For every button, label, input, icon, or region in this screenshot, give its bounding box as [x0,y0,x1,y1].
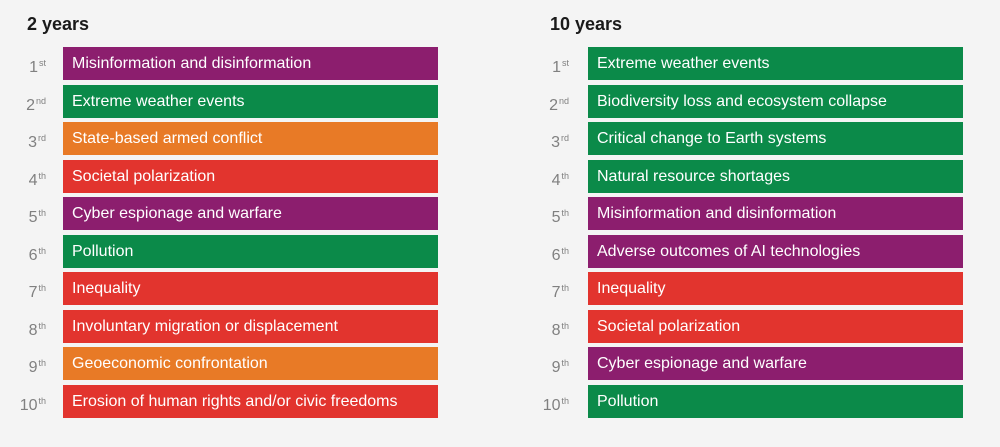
risk-bar: Geoeconomic confrontation [63,347,438,380]
rank-number: 9th [0,347,46,380]
risk-bar: Extreme weather events [588,47,963,80]
rank-ordinal-suffix: th [38,170,46,181]
risk-bar: Misinformation and disinformation [63,47,438,80]
risk-bar: Biodiversity loss and ecosystem collapse [588,84,963,118]
risk-bar: Erosion of human rights and/or civic fre… [63,384,438,418]
rank-number: 1st [0,47,46,80]
rank-ordinal-suffix: th [38,283,46,293]
rank-number-value: 3 [28,134,37,151]
rank-number-value: 8 [28,321,38,339]
rank-number-value: 2 [26,96,35,114]
rank-ordinal-suffix: rd [37,133,46,143]
rank-ordinal-suffix: th [561,245,569,256]
risk-bar: Pollution [63,234,438,268]
rank-number-value: 10 [542,396,561,414]
rank-number-value: 3 [551,134,560,151]
rank-ordinal-suffix: st [561,58,569,68]
rank-number-value: 7 [551,284,561,301]
risk-bar: Societal polarization [588,309,963,343]
rank-number: 3rd [523,122,569,155]
risk-bar: Natural resource shortages [588,159,963,193]
rank-number: 2nd [523,85,569,118]
risk-bar: Involuntary migration or displacement [63,309,438,343]
rank-ordinal-suffix: th [38,208,46,218]
rank-ordinal-suffix: th [38,358,46,368]
column-title: 10 years [550,14,623,34]
rank-ordinal-suffix: th [561,395,569,406]
risk-bar: Societal polarization [63,159,438,193]
rank-number-value: 2 [549,96,558,114]
rank-ordinal-suffix: rd [560,133,569,143]
rank-number: 10th [0,385,46,418]
rank-number: 2nd [0,85,46,118]
risk-bar: Cyber espionage and warfare [63,197,438,230]
rank-number: 8th [523,310,569,343]
risk-bar: Misinformation and disinformation [588,197,963,230]
rank-number: 4th [0,160,46,193]
risk-bar: Inequality [588,272,963,305]
rank-number-value: 4 [28,171,38,189]
rank-number: 9th [523,347,569,380]
rank-ordinal-suffix: th [561,358,569,368]
risk-bar: Cyber espionage and warfare [588,347,963,380]
rank-number: 7th [0,272,46,305]
rank-number: 4th [523,160,569,193]
rank-number: 5th [0,197,46,230]
rank-number: 10th [523,385,569,418]
rank-number-value: 5 [28,209,38,226]
rank-number-value: 1 [552,59,561,76]
column-title: 2 years [27,14,90,34]
rank-number-value: 1 [29,59,38,76]
rank-number-value: 9 [551,359,561,376]
risk-bar: State-based armed conflict [63,122,438,155]
rank-number-value: 8 [551,321,561,339]
risk-bar: Adverse outcomes of AI technologies [588,234,963,268]
rank-ordinal-suffix: th [561,170,569,181]
rank-ordinal-suffix: th [561,320,569,331]
rank-ordinal-suffix: nd [35,95,46,106]
risk-bar: Inequality [63,272,438,305]
rank-number: 6th [0,235,46,268]
rank-number: 5th [523,197,569,230]
risk-bar: Pollution [588,384,963,418]
rank-number-value: 7 [28,284,38,301]
rank-number-value: 5 [551,209,561,226]
rank-ordinal-suffix: nd [558,95,569,106]
rank-number-value: 6 [28,246,38,264]
rank-number: 3rd [0,122,46,155]
rank-number: 6th [523,235,569,268]
rank-number: 7th [523,272,569,305]
rank-number-value: 10 [19,396,38,414]
rank-number-value: 6 [551,246,561,264]
rank-ordinal-suffix: st [38,58,46,68]
rank-number-value: 9 [28,359,38,376]
rank-number: 8th [0,310,46,343]
risk-bar: Critical change to Earth systems [588,122,963,155]
rank-ordinal-suffix: th [38,245,46,256]
rank-ordinal-suffix: th [38,395,46,406]
rank-ordinal-suffix: th [561,208,569,218]
risk-bar: Extreme weather events [63,84,438,118]
rank-ordinal-suffix: th [38,320,46,331]
rank-number-value: 4 [551,171,561,189]
rank-ordinal-suffix: th [561,283,569,293]
rank-number: 1st [523,47,569,80]
